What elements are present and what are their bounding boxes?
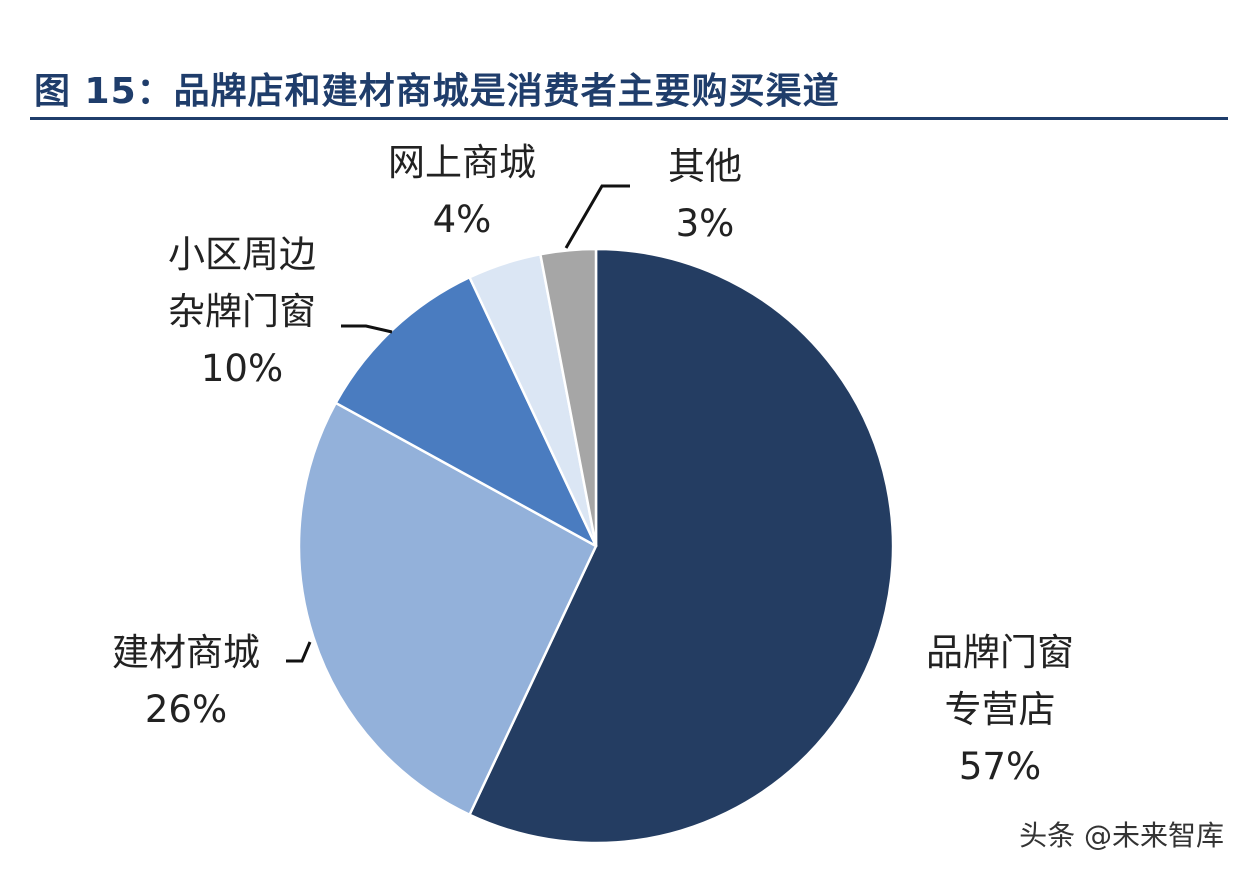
slice-label-line: 网上商城 — [388, 141, 536, 184]
leader-line-building-mall — [286, 641, 312, 663]
slice-value-label: 4% — [432, 198, 492, 241]
watermark: 头条 @未来智库 — [1019, 819, 1224, 852]
title-rule — [30, 117, 1228, 120]
slice-value-label: 57% — [958, 745, 1042, 788]
pie-slice-2 — [334, 276, 598, 548]
slice-label-line: 建材商城 — [112, 631, 260, 674]
slice-label-line: 杂牌门窗 — [168, 290, 316, 333]
slice-label-line: 小区周边 — [168, 233, 316, 276]
chart-title: 图 15：品牌店和建材商城是消费者主要购买渠道 — [34, 71, 840, 112]
slice-label-online-mall: 网上商城 4% — [364, 134, 560, 248]
slice-label-community-shop: 小区周边 杂牌门窗 10% — [144, 226, 340, 397]
slice-label-line: 专营店 — [944, 688, 1056, 731]
slice-value-label: 10% — [200, 347, 284, 390]
leader-line-other — [564, 184, 630, 249]
pie-slice-0 — [468, 247, 895, 845]
pie-slice-4 — [539, 247, 598, 548]
slice-value-label: 3% — [675, 202, 735, 245]
slice-label-other: 其他 3% — [640, 138, 770, 252]
slice-label-line: 其他 — [668, 145, 742, 188]
slice-label-brand-store: 品牌门窗 专营店 57% — [905, 624, 1095, 795]
leader-line-community-shop — [341, 324, 393, 334]
slice-label-line: 品牌门窗 — [926, 631, 1074, 674]
slice-label-building-mall: 建材商城 26% — [88, 624, 284, 738]
slice-value-label: 26% — [144, 688, 228, 731]
